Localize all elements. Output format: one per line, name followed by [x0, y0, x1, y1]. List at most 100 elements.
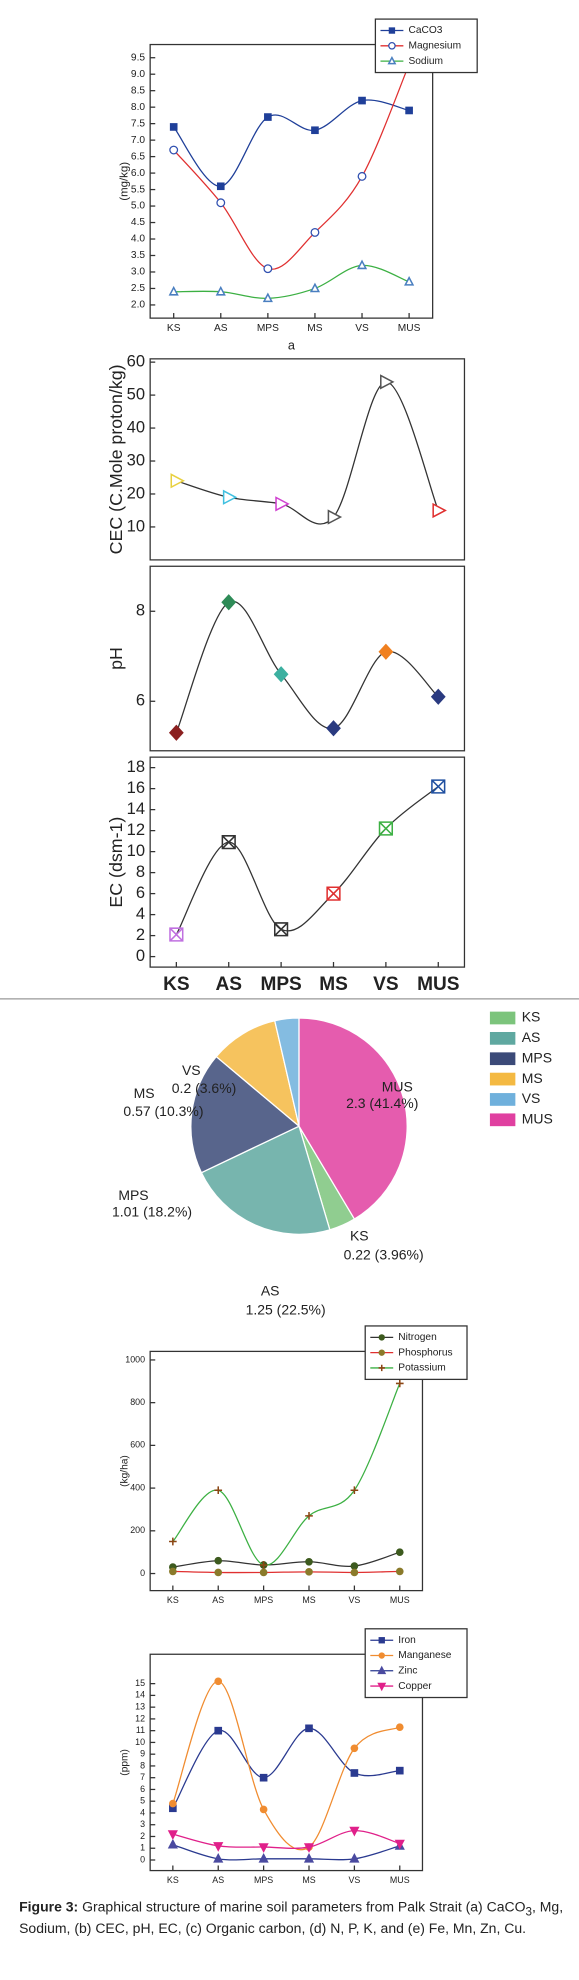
marker	[216, 182, 225, 191]
legend-swatch	[489, 1011, 516, 1025]
plot-frame	[149, 1350, 424, 1592]
y-tick-label: 8	[140, 1760, 145, 1770]
y-tick-label: 10	[127, 516, 145, 535]
y-tick-label: 12	[127, 820, 145, 839]
marker	[378, 643, 394, 660]
y-tick-label: 8	[136, 601, 145, 620]
marker	[358, 96, 366, 105]
series-line	[173, 99, 410, 187]
marker	[326, 720, 341, 737]
marker	[350, 1486, 359, 1495]
marker	[378, 1364, 385, 1372]
y-tick-label: 9.5	[131, 52, 145, 63]
y-tick-label: 2	[140, 1831, 145, 1841]
y-tick-label: 4.5	[131, 217, 145, 228]
marker	[431, 779, 446, 794]
slice-name: VS	[182, 1062, 201, 1078]
y-tick-label: 3.0	[131, 267, 145, 278]
y-tick-label: 2	[136, 925, 145, 944]
series-line	[173, 64, 410, 270]
x-tick-label: MS	[302, 1595, 315, 1605]
marker	[388, 41, 396, 50]
y-tick-label: 7	[140, 1772, 145, 1782]
y-tick-label: 0	[140, 1854, 145, 1864]
slice-label: 2.3 (41.4%)	[346, 1095, 418, 1111]
legend-swatch	[489, 1052, 516, 1066]
marker	[350, 1769, 359, 1777]
marker	[378, 1652, 385, 1659]
y-tick-label: 800	[130, 1397, 145, 1407]
series-line	[172, 1844, 400, 1861]
marker	[305, 1724, 313, 1733]
marker	[221, 594, 237, 611]
marker	[303, 1852, 315, 1863]
legend-swatch	[489, 1072, 516, 1086]
marker	[303, 1843, 315, 1853]
y-tick-label: 1000	[125, 1354, 145, 1364]
marker	[350, 1562, 359, 1570]
marker	[275, 496, 290, 512]
y-tick-label: 2.0	[131, 300, 145, 311]
caption-label: Figure 3:	[19, 1899, 79, 1916]
marker	[326, 886, 341, 901]
series-line	[176, 381, 439, 525]
marker	[273, 666, 289, 683]
x-tick-label: AS	[214, 323, 228, 334]
marker	[310, 227, 320, 237]
series-line	[172, 1829, 400, 1849]
marker	[169, 1537, 177, 1546]
y-tick-label: 8.5	[131, 85, 145, 96]
marker	[216, 198, 226, 208]
y-tick-label: 40	[127, 417, 145, 436]
x-tick-label: KS	[167, 1595, 179, 1605]
y-axis-label: (ppm)	[119, 1749, 130, 1776]
y-axis-label: CEC (C.Mole proton/kg)	[106, 364, 126, 554]
marker	[305, 1512, 313, 1520]
marker	[259, 1561, 268, 1569]
marker	[356, 259, 368, 270]
series-line	[172, 1551, 400, 1568]
marker	[259, 1773, 268, 1782]
y-tick-label: 5	[140, 1796, 145, 1806]
y-tick-label: 8.0	[131, 102, 145, 113]
marker	[258, 1852, 269, 1863]
y-tick-label: 6	[136, 883, 145, 902]
pie-slice	[200, 1125, 331, 1235]
x-tick-label: AS	[215, 974, 242, 995]
marker	[258, 1843, 269, 1853]
y-tick-label: 4.0	[131, 234, 145, 245]
marker	[311, 126, 319, 135]
legend-label: Manganese	[398, 1650, 452, 1661]
y-tick-label: 0	[136, 946, 145, 965]
marker	[168, 285, 179, 296]
slice-name: MS	[134, 1085, 155, 1101]
y-tick-label: 6	[136, 691, 145, 710]
marker	[378, 1349, 385, 1356]
legend-label: Nitrogen	[398, 1332, 436, 1343]
x-tick-label: KS	[163, 974, 190, 995]
legend-swatch	[489, 1031, 516, 1045]
marker	[395, 1548, 404, 1556]
y-tick-label: 20	[127, 483, 145, 502]
x-tick-label: MUS	[390, 1875, 410, 1885]
marker	[380, 374, 395, 390]
slice-name: MPS	[118, 1187, 148, 1203]
marker	[378, 1637, 385, 1644]
legend-label: VS	[522, 1090, 541, 1106]
marker	[213, 1842, 224, 1852]
y-tick-label: 13	[135, 1701, 145, 1711]
y-axis-label: (mg/kg)	[119, 162, 131, 201]
slice-name: MUS	[382, 1079, 413, 1095]
x-tick-label: MS	[319, 974, 348, 995]
y-tick-label: 11	[136, 1725, 145, 1735]
legend-label: MS	[522, 1070, 543, 1086]
x-tick-label: MS	[302, 1875, 315, 1885]
series-line	[175, 786, 439, 935]
marker	[394, 1839, 405, 1850]
y-axis-label: (kg/ha)	[119, 1455, 130, 1487]
x-tick-label: VS	[348, 1595, 360, 1605]
caption-text: , Mg, Sodium, (b) CEC, pH, EC, (c) Organ…	[19, 1899, 564, 1937]
marker	[214, 1677, 223, 1686]
y-tick-label: 5.5	[131, 184, 145, 195]
y-tick-label: 3.5	[131, 250, 145, 261]
